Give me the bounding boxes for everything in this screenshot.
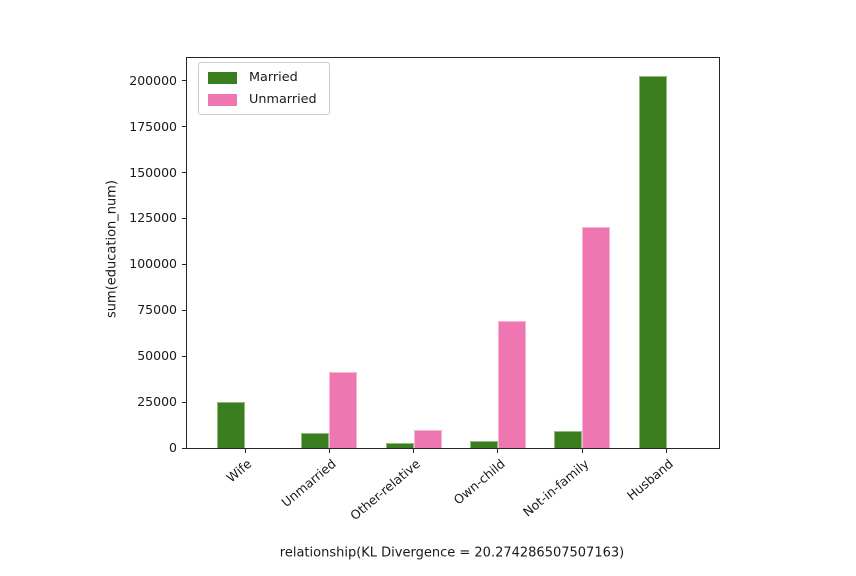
plot-area: Married Unmarried 0 25000 50000 75000 100000… [129, 57, 720, 523]
y-tick-mark [182, 355, 186, 357]
y-tick-label: 25000 [137, 394, 177, 410]
y-axis-label: sum(education_num) [104, 180, 120, 318]
legend-swatch-unmarried-icon [208, 93, 237, 106]
bar-married-not-in-family [554, 431, 583, 448]
y-tick-mark [182, 447, 186, 449]
y-tick-label: 0 [169, 440, 177, 455]
y-tick-label: 150000 [129, 164, 177, 180]
bar-unmarried-unmarried [329, 371, 358, 448]
y-tick-label: 100000 [129, 256, 177, 272]
x-tick-label-unmarried: Unmarried [278, 456, 339, 510]
y-tick-label: 125000 [129, 210, 177, 226]
x-tick-label-husband: Husband [624, 456, 677, 504]
legend-label-married: Married [249, 70, 298, 85]
bar-unmarried-not-in-family [582, 226, 611, 448]
x-tick-label-not-in-family: Not-in-family [520, 456, 592, 520]
bar-unmarried-other-relative [413, 429, 442, 448]
bar-married-wife [217, 402, 245, 448]
x-axis-label: relationship(KL Divergence = 20.27428650… [279, 545, 625, 561]
x-tick-label-other-relative: Other-relative [347, 456, 424, 524]
y-tick-mark [182, 401, 186, 403]
legend-item-unmarried: Unmarried [208, 92, 317, 107]
y-tick-label: 175000 [129, 118, 177, 134]
legend-label-unmarried: Unmarried [249, 92, 317, 107]
y-tick-mark [182, 172, 186, 174]
y-tick-label: 75000 [137, 302, 177, 318]
legend-swatch-married-icon [208, 71, 237, 84]
x-tick-mark [244, 449, 246, 453]
y-tick-mark [182, 263, 186, 265]
y-tick-mark [182, 309, 186, 311]
x-tick-mark [581, 449, 583, 453]
bar-unmarried-own-child [497, 321, 526, 448]
x-tick-mark [413, 449, 415, 453]
x-tick-mark [328, 449, 330, 453]
bar-married-husband [638, 75, 667, 448]
legend-item-married: Married [208, 70, 317, 85]
y-tick-label: 200000 [129, 72, 177, 88]
x-tick-mark [666, 449, 667, 453]
bar-married-own-child [469, 441, 498, 448]
bar-married-unmarried [301, 433, 330, 448]
x-tick-mark [497, 449, 499, 453]
x-tick-label-wife: Wife [223, 456, 255, 486]
legend: Married Unmarried [198, 62, 330, 115]
y-tick-mark [182, 80, 186, 82]
y-tick-mark [182, 217, 186, 219]
bar-married-other-relative [385, 442, 414, 448]
x-tick-label-own-child: Own-child [450, 456, 508, 508]
y-tick-mark [182, 126, 186, 128]
y-tick-label: 50000 [137, 348, 177, 364]
